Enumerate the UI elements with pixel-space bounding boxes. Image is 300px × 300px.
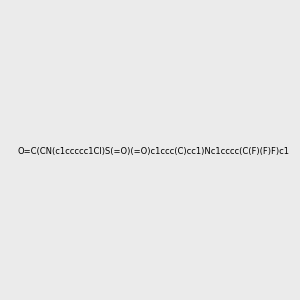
Text: O=C(CN(c1ccccc1Cl)S(=O)(=O)c1ccc(C)cc1)Nc1cccc(C(F)(F)F)c1: O=C(CN(c1ccccc1Cl)S(=O)(=O)c1ccc(C)cc1)N… [18, 147, 290, 156]
